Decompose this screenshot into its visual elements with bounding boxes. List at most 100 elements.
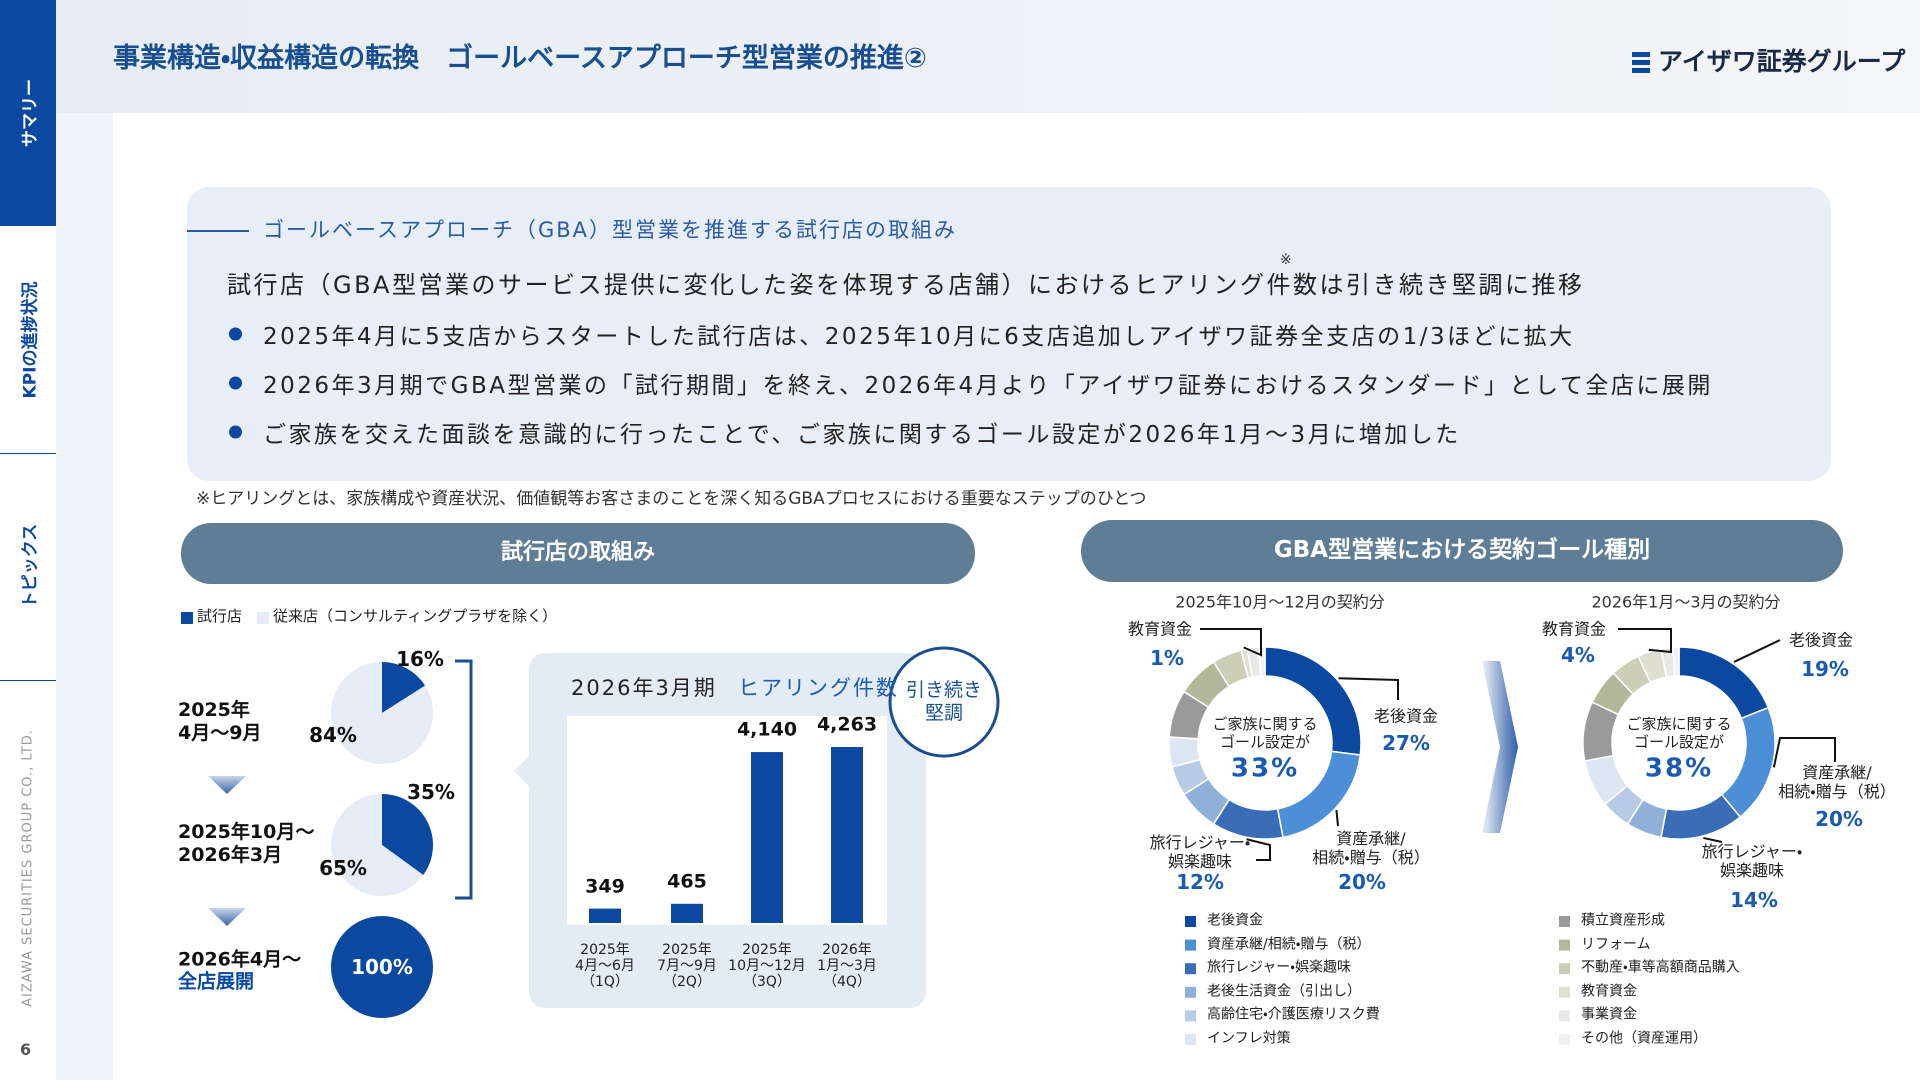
bar-value-label: 349	[585, 875, 625, 898]
legend-label: 従来店（コンサルティングプラザを除く）	[273, 607, 558, 625]
bar	[589, 908, 621, 923]
legend-swatch	[1559, 963, 1570, 975]
bullet-dot	[229, 425, 242, 439]
callout-label: 資産承継/ 相続・贈与（税）	[1312, 828, 1430, 867]
callout-label: 老後資金	[1788, 630, 1854, 650]
logo-mark	[1632, 52, 1650, 74]
callout-value: 27%	[1382, 731, 1430, 755]
leader-line	[1335, 809, 1339, 827]
phase-sublabel: 全店展開	[178, 970, 255, 993]
legend-swatch	[1559, 939, 1570, 951]
compare-arrow	[1482, 661, 1518, 833]
bullet: ご家族を交えた面談を意識的に行ったことで、ご家族に関するゴール設定が2026年1…	[263, 422, 1461, 448]
summary-heading: ゴールベースアプローチ（GBA）型営業を推進する試行店の取組み	[263, 218, 957, 242]
pie-slice	[382, 662, 426, 713]
legend-label: 試行店	[197, 607, 243, 625]
bullet-dot	[229, 327, 242, 341]
legend-label: 事業資金	[1581, 1006, 1637, 1023]
leader-line	[1200, 628, 1262, 657]
callout-value: 12%	[1176, 870, 1224, 894]
legend-swatch	[1559, 916, 1570, 927]
lead-mark: ※	[1280, 252, 1292, 268]
bar-value-label: 4,140	[736, 718, 798, 741]
section-pill	[1081, 520, 1843, 582]
callout-label: 老後資金	[1373, 706, 1439, 726]
callout-value: 20%	[1338, 870, 1386, 894]
bar-title: 2026年3月期	[571, 676, 717, 700]
leader-line	[1772, 737, 1836, 768]
pie-value-label: 65%	[319, 856, 367, 880]
page-number: 6	[20, 1040, 32, 1059]
legend-label: 不動産・車等高額商品購入	[1581, 959, 1740, 976]
legend-label: 老後生活資金（引出し）	[1207, 983, 1361, 1000]
donut-subtitle: 2025年10月～12月の契約分	[1175, 592, 1385, 612]
summary-box	[187, 187, 1831, 481]
callout-label: 教育資金	[1127, 619, 1193, 639]
bracket	[455, 659, 473, 900]
bar	[671, 903, 703, 923]
bar-value-label: 465	[667, 870, 707, 893]
phase-label: 2025年 4月～9月	[178, 699, 262, 744]
donut-center-value: 33%	[1230, 753, 1300, 784]
legend-swatch	[1559, 1010, 1570, 1022]
section-title: 試行店の取組み	[500, 539, 656, 565]
callout-value: 1%	[1150, 646, 1184, 670]
nav-active	[0, 0, 56, 226]
heading-rule	[187, 230, 249, 232]
legend-label: 老後資金	[1207, 912, 1263, 929]
donut-center-text: ご家族に関する ゴール設定が	[1212, 715, 1318, 751]
leader-line	[1246, 838, 1271, 861]
legend-label: リフォーム	[1581, 936, 1651, 953]
bar	[831, 747, 863, 923]
summary-lead: 試行店（GBA型営業のサービス提供に変化した姿を体現する店舗）におけるヒアリング…	[227, 271, 1585, 299]
phase-label: 2025年10月～ 2026年3月	[178, 821, 315, 866]
legend-swatch	[181, 612, 193, 624]
donut-subtitle: 2026年1月～3月の契約分	[1591, 592, 1781, 612]
pie-slice	[382, 794, 434, 875]
leader-line	[1338, 677, 1399, 700]
legend-swatch	[1185, 916, 1196, 927]
nav-divider	[0, 453, 56, 454]
callout-value: 4%	[1561, 643, 1595, 667]
bar	[751, 752, 783, 923]
callout-label: 旅行レジャー・ 娯楽趣味	[1701, 841, 1803, 880]
bullet: 2025年4月に5支店からスタートした試行店は、2025年10月に6支店追加しア…	[263, 324, 1575, 350]
leader-line	[1703, 836, 1723, 843]
legend-swatch	[1185, 963, 1196, 975]
legend-label: 旅行レジャー・娯楽趣味	[1207, 959, 1352, 976]
legend-label: 教育資金	[1581, 983, 1637, 1000]
legend-label: 資産承継/相続・贈与（税）	[1207, 936, 1371, 953]
pie-slice	[331, 662, 434, 764]
header	[0, 0, 1920, 113]
legend-label: 積立資産形成	[1581, 912, 1665, 929]
callout-value: 14%	[1730, 888, 1778, 912]
section-pill	[181, 523, 975, 584]
donut-segment	[1672, 646, 1680, 677]
bar-category: 2025年 10月～12月 （3Q）	[728, 941, 806, 991]
badge-text: 引き続き 堅調	[905, 679, 983, 724]
pie-value-label: 16%	[396, 647, 444, 671]
donut-center-text: ご家族に関する ゴール設定が	[1626, 715, 1732, 751]
legend-swatch	[1559, 986, 1570, 998]
slide-title: 事業構造・収益構造の転換 ゴールベースアプローチ型営業の推進②	[113, 43, 927, 74]
legend-label: インフレ対策	[1207, 1030, 1291, 1047]
phase-label: 2026年4月～	[178, 948, 302, 971]
bar-category: 2025年 4月～6月 （1Q）	[575, 941, 635, 991]
badge	[888, 646, 1000, 758]
section-title: GBA型営業における契約ゴール種別	[1273, 537, 1651, 564]
flow-arrow	[208, 776, 246, 794]
bar-category: 2025年 7月～9月 （2Q）	[657, 941, 717, 991]
donut-segment	[1678, 646, 1770, 720]
callout-value: 19%	[1801, 657, 1849, 681]
flow-arrow	[208, 908, 246, 926]
bar-subtitle: ヒアリング件数	[738, 676, 899, 700]
legend-swatch	[257, 612, 269, 624]
pie-value-label: 84%	[309, 723, 357, 747]
leader-line	[1618, 628, 1672, 654]
callout-label: 旅行レジャー・ 娯楽趣味	[1149, 832, 1251, 871]
callout-label: 資産承継/ 相続・贈与（税）	[1778, 762, 1896, 801]
side-nav: サマリー KPIの進捗状況 トピックス AIZAWA SECURITIES GR…	[0, 0, 56, 1080]
legend-swatch	[1185, 1010, 1196, 1022]
